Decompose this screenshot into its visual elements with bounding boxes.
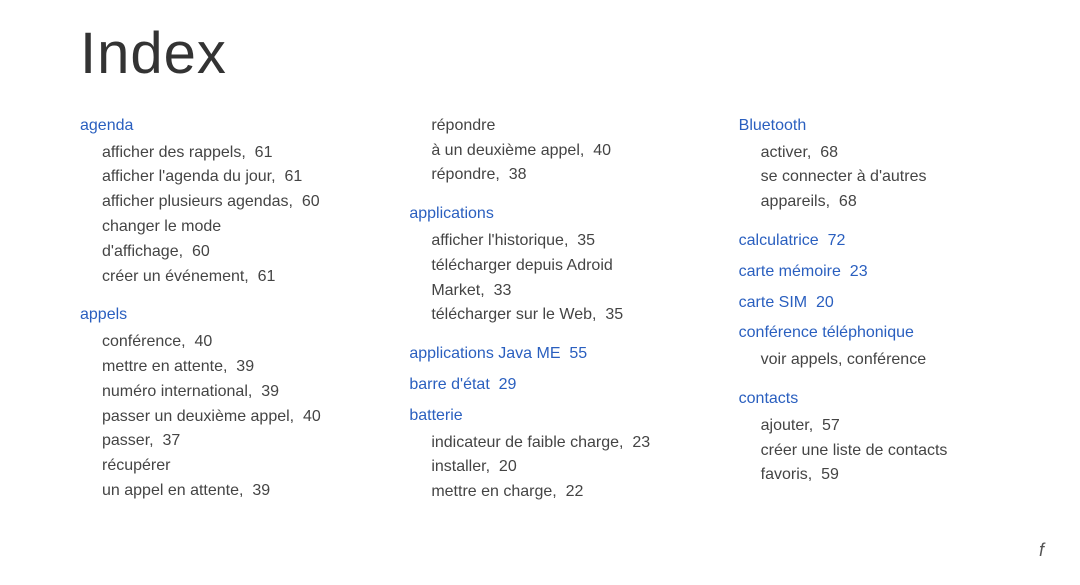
column-2: répondre à un deuxième appel, 40 répondr…: [409, 114, 690, 511]
group-batterie: batterie indicateur de faible charge, 23…: [409, 404, 690, 505]
entry: télécharger depuis Adroid: [409, 254, 690, 279]
group-appels: appels conférence, 40 mettre en attente,…: [80, 303, 361, 503]
entry: afficher des rappels, 61: [80, 141, 361, 166]
group-bluetooth: Bluetooth activer, 68 se connecter à d'a…: [739, 114, 1020, 215]
entry: Market, 33: [409, 279, 690, 304]
heading-barre: barre d'état 29: [409, 373, 690, 398]
entry: répondre, 38: [409, 163, 690, 188]
page-title: Index: [80, 22, 1020, 86]
entry: voir appels, conférence: [739, 348, 1020, 373]
entry: ajouter, 57: [739, 414, 1020, 439]
entry: installer, 20: [409, 455, 690, 480]
entry: un appel en attente, 39: [80, 479, 361, 504]
index-page: Index agenda afficher des rappels, 61 af…: [0, 0, 1080, 585]
group-contacts: contacts ajouter, 57 créer une liste de …: [739, 387, 1020, 488]
heading-calculatrice: calculatrice 72: [739, 229, 1020, 254]
entry: à un deuxième appel, 40: [409, 139, 690, 164]
entry: créer un événement, 61: [80, 265, 361, 290]
columns: agenda afficher des rappels, 61 afficher…: [80, 114, 1020, 511]
entry: afficher l'historique, 35: [409, 229, 690, 254]
entry: activer, 68: [739, 141, 1020, 166]
group-continuation: répondre à un deuxième appel, 40 répondr…: [409, 114, 690, 188]
entry: afficher plusieurs agendas, 60: [80, 190, 361, 215]
group-applications: applications afficher l'historique, 35 t…: [409, 202, 690, 328]
entry: récupérer: [80, 454, 361, 479]
heading-contacts: contacts: [739, 387, 1020, 412]
entry: télécharger sur le Web, 35: [409, 303, 690, 328]
entry: conférence, 40: [80, 330, 361, 355]
entry: changer le mode: [80, 215, 361, 240]
heading-conference: conférence téléphonique: [739, 321, 1020, 346]
heading-carte-sim: carte SIM 20: [739, 291, 1020, 316]
heading-applications: applications: [409, 202, 690, 227]
entry: répondre: [409, 114, 690, 139]
entry: se connecter à d'autres: [739, 165, 1020, 190]
entry: mettre en attente, 39: [80, 355, 361, 380]
entry: indicateur de faible charge, 23: [409, 431, 690, 456]
entry: afficher l'agenda du jour, 61: [80, 165, 361, 190]
column-3: Bluetooth activer, 68 se connecter à d'a…: [739, 114, 1020, 511]
entry: favoris, 59: [739, 463, 1020, 488]
entry: d'affichage, 60: [80, 240, 361, 265]
group-conference: conférence téléphonique voir appels, con…: [739, 321, 1020, 373]
page-letter: f: [1039, 540, 1044, 561]
heading-batterie: batterie: [409, 404, 690, 429]
heading-appels: appels: [80, 303, 361, 328]
heading-carte-memoire: carte mémoire 23: [739, 260, 1020, 285]
heading-java: applications Java ME 55: [409, 342, 690, 367]
entry: passer un deuxième appel, 40: [80, 405, 361, 430]
heading-agenda: agenda: [80, 114, 361, 139]
entry: créer une liste de contacts: [739, 439, 1020, 464]
entry: numéro international, 39: [80, 380, 361, 405]
entry: mettre en charge, 22: [409, 480, 690, 505]
heading-bluetooth: Bluetooth: [739, 114, 1020, 139]
entry: appareils, 68: [739, 190, 1020, 215]
group-agenda: agenda afficher des rappels, 61 afficher…: [80, 114, 361, 290]
column-1: agenda afficher des rappels, 61 afficher…: [80, 114, 361, 511]
entry: passer, 37: [80, 429, 361, 454]
